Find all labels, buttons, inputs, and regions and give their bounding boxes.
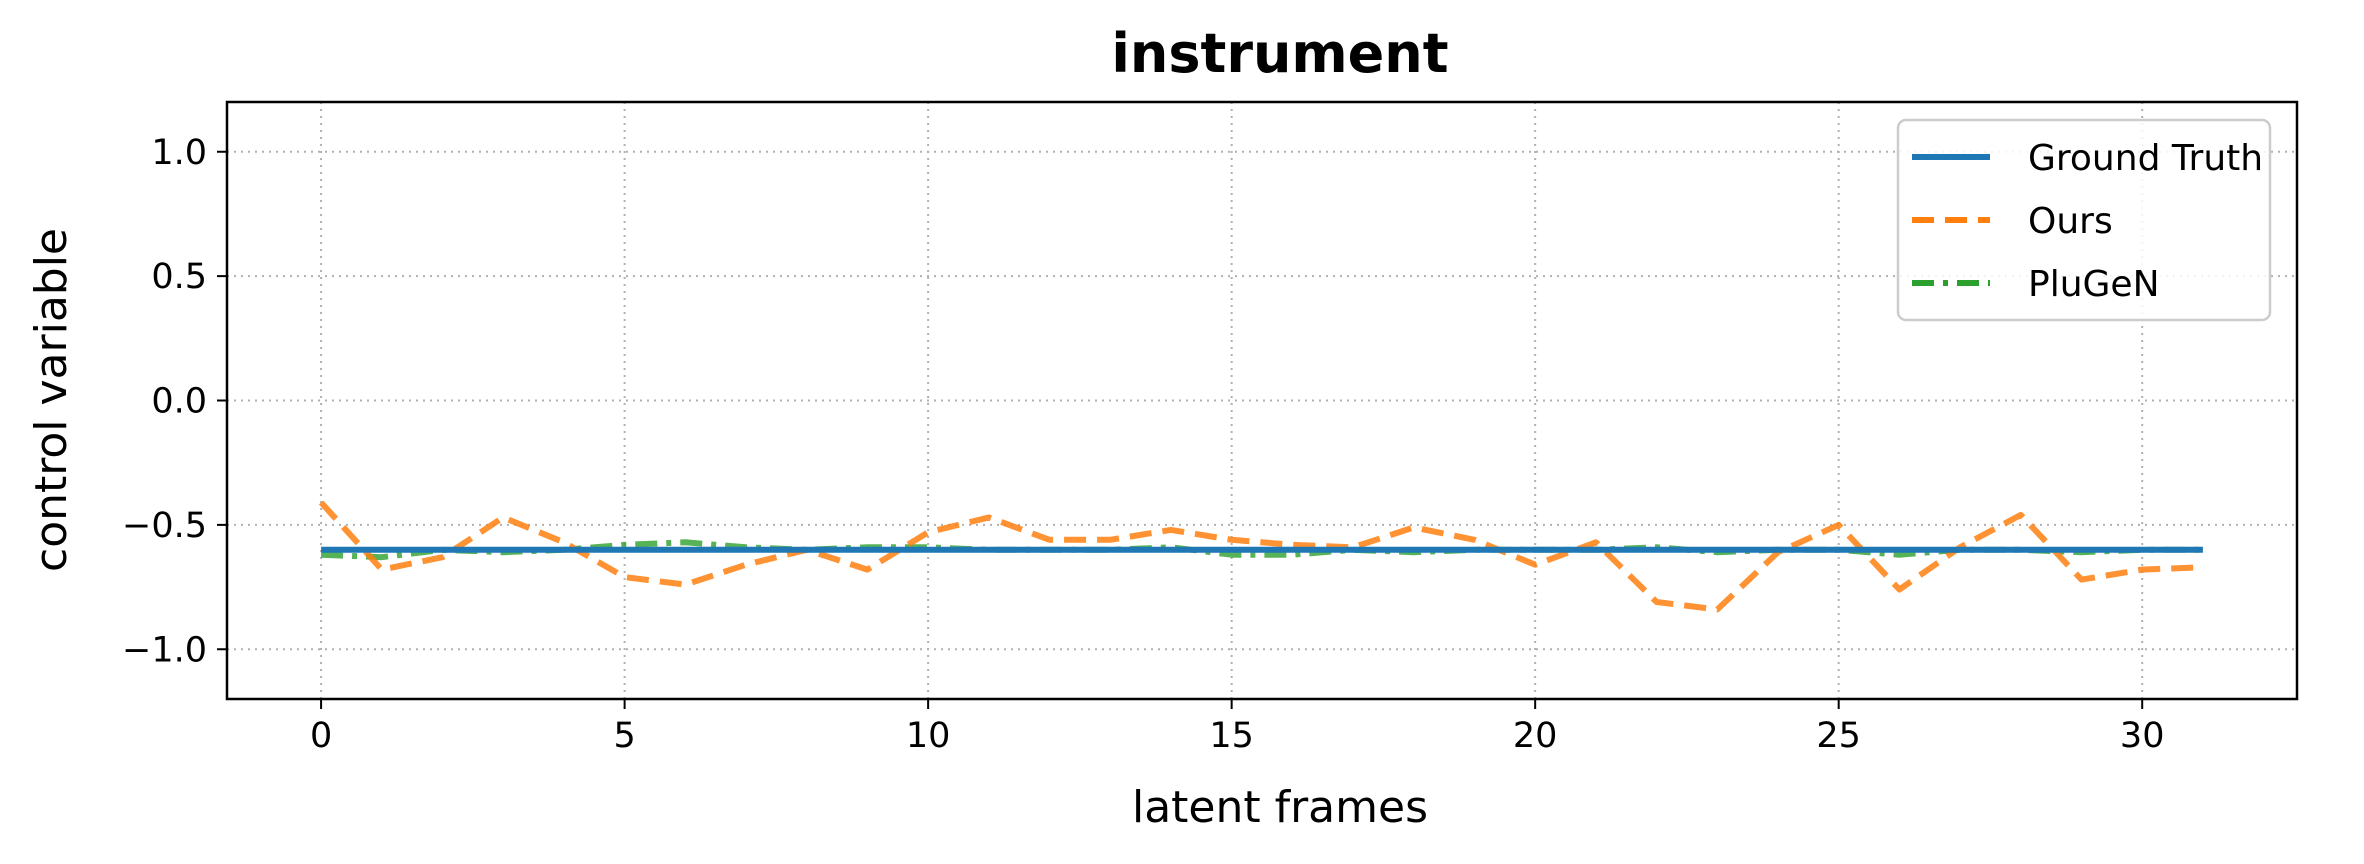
- y-tick-label: −1.0: [122, 630, 207, 670]
- y-axis-label: control variable: [26, 228, 77, 572]
- x-tick-label: 5: [613, 716, 635, 756]
- series-lines: [318, 500, 2204, 613]
- x-axis-ticks: 0 5 10 15 20 25 30: [310, 699, 2165, 756]
- y-tick-label: −0.5: [122, 506, 207, 546]
- x-tick-label: 20: [1513, 716, 1558, 756]
- y-axis-ticks: 1.0 0.5 0.0 −0.5 −1.0: [122, 133, 227, 670]
- series-line-ours: [318, 500, 2204, 613]
- x-tick-label: 0: [310, 716, 332, 756]
- x-tick-label: 15: [1209, 716, 1254, 756]
- chart-title: instrument: [1111, 22, 1448, 85]
- grid-lines: [227, 102, 2297, 699]
- legend-label: Ground Truth: [2028, 138, 2263, 179]
- x-tick-label: 30: [2120, 716, 2165, 756]
- legend-label: PluGeN: [2028, 264, 2160, 305]
- x-tick-label: 25: [1816, 716, 1861, 756]
- x-tick-label: 10: [906, 716, 951, 756]
- y-tick-label: 0.5: [151, 257, 207, 297]
- y-tick-label: 0.0: [151, 382, 207, 422]
- y-tick-label: 1.0: [151, 133, 207, 173]
- x-axis-label: latent frames: [1132, 782, 1428, 833]
- legend-box: [1896, 118, 2272, 322]
- legend: Ground Truth Ours PluGeN: [1896, 118, 2272, 322]
- legend-label: Ours: [2028, 201, 2113, 242]
